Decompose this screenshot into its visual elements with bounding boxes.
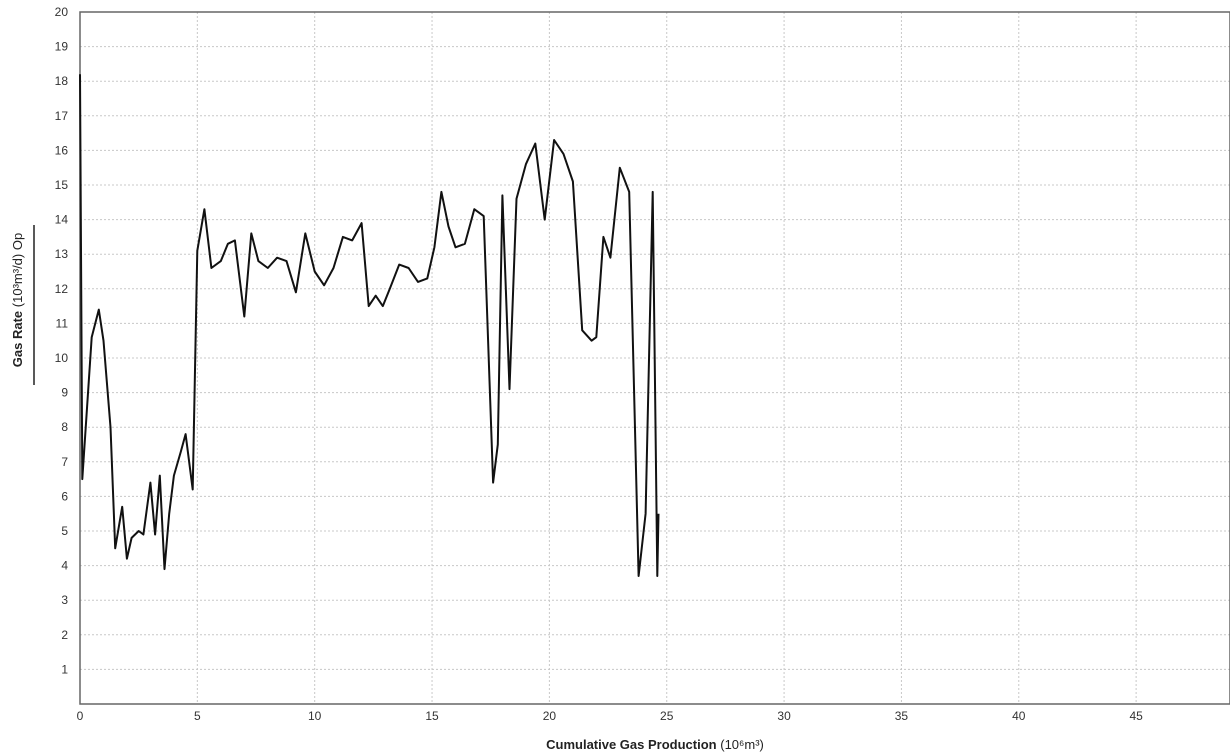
- y-tick-label: 18: [55, 74, 69, 88]
- y-tick-label: 13: [55, 247, 69, 261]
- x-tick-label: 25: [660, 709, 674, 723]
- series-line: [79, 74, 660, 577]
- y-tick-label: 14: [55, 213, 69, 227]
- y-tick-label: 3: [61, 593, 68, 607]
- x-tick-label: 45: [1129, 709, 1143, 723]
- y-tick-label: 8: [61, 420, 68, 434]
- y-tick-label: 15: [55, 178, 69, 192]
- y-axis-label: Gas Rate: [10, 311, 25, 367]
- y-tick-label: 17: [55, 109, 69, 123]
- y-axis-title: Gas Rate (10³m³/d) Op: [10, 233, 25, 367]
- x-tick-labels: 0 5 10 15 20 25 30 35 40 45: [77, 709, 1143, 723]
- x-tick-label: 5: [194, 709, 201, 723]
- x-tick-label: 35: [895, 709, 909, 723]
- x-tick-label: 30: [777, 709, 791, 723]
- y-tick-label: 7: [61, 455, 68, 469]
- y-tick-label: 9: [61, 386, 68, 400]
- x-axis-label: Cumulative Gas Production: [546, 737, 717, 752]
- plot-frame: [79, 11, 1230, 705]
- y-tick-label: 10: [55, 351, 69, 365]
- x-axis-unit: (10⁶m³): [720, 737, 764, 752]
- data-points: [79, 74, 659, 576]
- x-tick-label: 0: [77, 709, 84, 723]
- y-tick-label: 19: [55, 40, 69, 54]
- y-tick-label: 5: [61, 524, 68, 538]
- y-tick-label: 4: [61, 559, 68, 573]
- y-tick-label: 6: [61, 489, 68, 503]
- y-tick-label: 11: [56, 316, 69, 330]
- x-tick-label: 10: [308, 709, 322, 723]
- y-tick-label: 12: [55, 282, 69, 296]
- x-axis-title: Cumulative Gas Production (10⁶m³): [546, 737, 764, 752]
- x-tick-label: 20: [543, 709, 557, 723]
- grid-lines: [80, 12, 1230, 704]
- x-tick-label: 15: [425, 709, 439, 723]
- y-tick-label: 16: [55, 143, 69, 157]
- y-tick-label: 2: [61, 628, 68, 642]
- x-tick-label: 40: [1012, 709, 1026, 723]
- y-tick-label: 20: [55, 5, 69, 19]
- y-tick-label: 1: [61, 662, 68, 676]
- y-axis-unit: (10³m³/d) Op: [10, 233, 25, 307]
